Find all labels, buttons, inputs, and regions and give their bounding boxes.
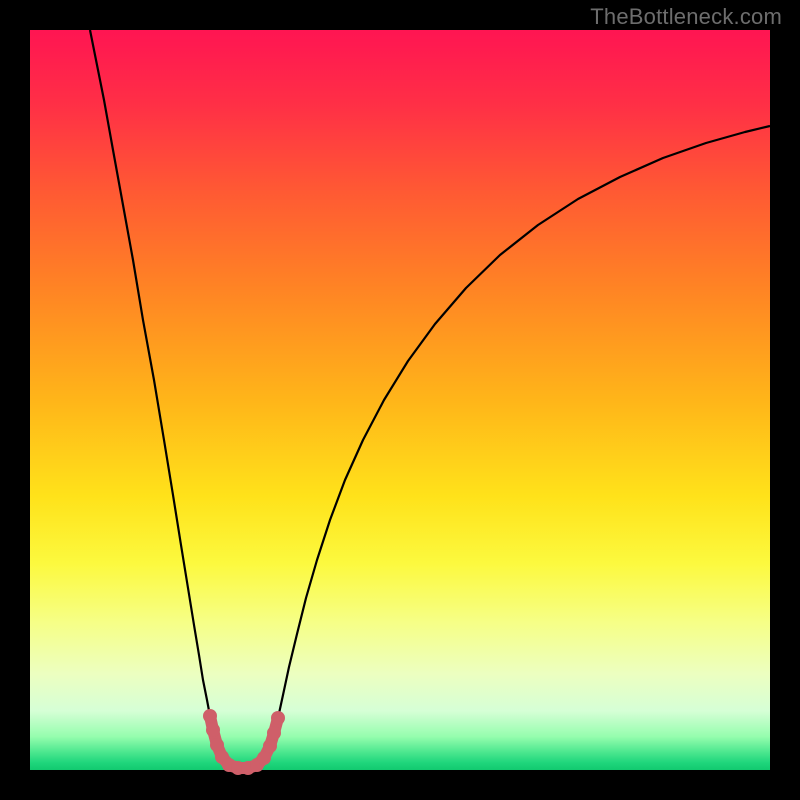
marker-point [203,709,217,723]
marker-point [210,738,224,752]
marker-point [257,751,271,765]
chart-canvas [0,0,800,800]
marker-point [263,739,277,753]
marker-point [206,723,220,737]
plot-background [30,30,770,770]
marker-point [271,711,285,725]
marker-point [267,726,281,740]
